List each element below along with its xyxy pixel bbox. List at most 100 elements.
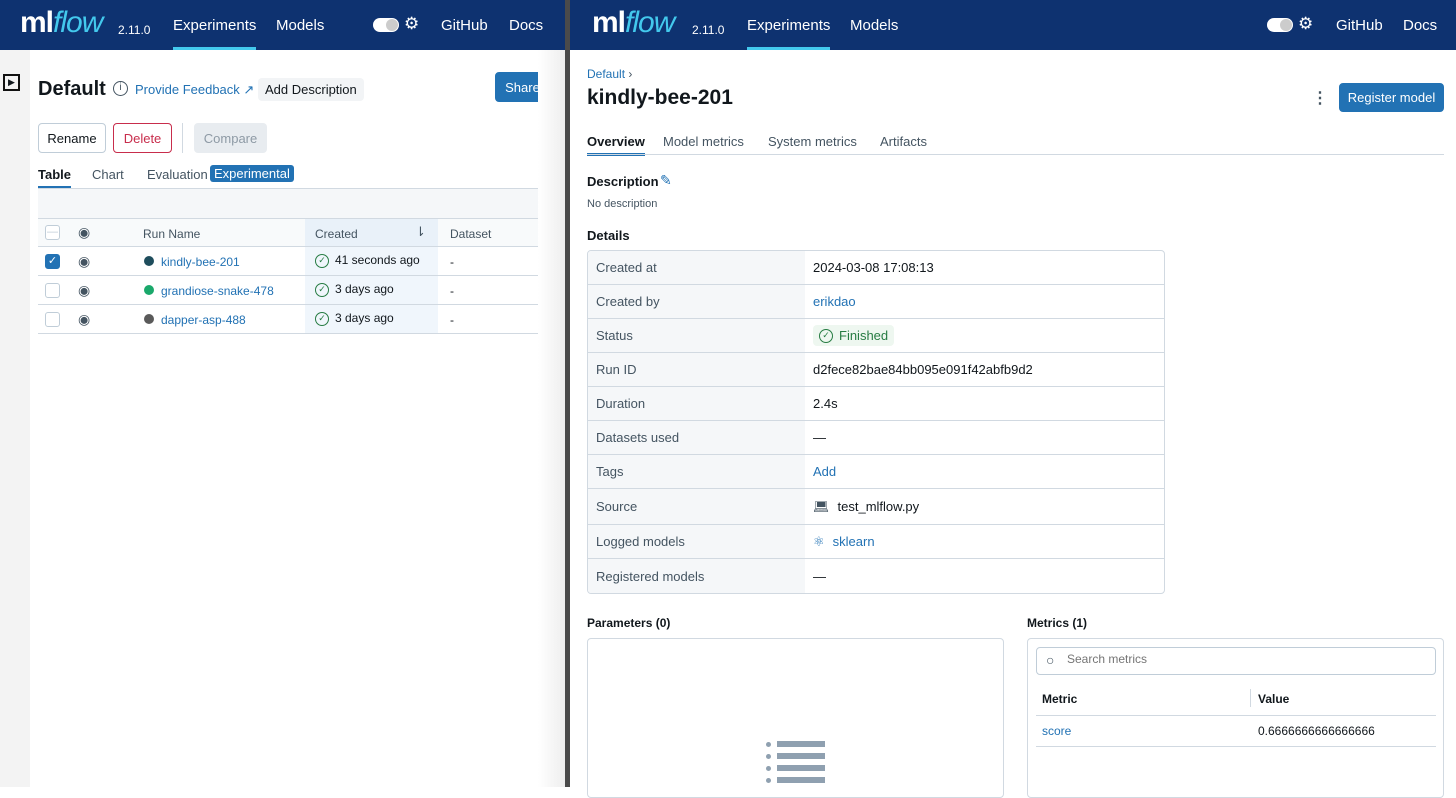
page-title: kindly-bee-201 bbox=[587, 86, 733, 109]
details-value: 2.4s bbox=[813, 396, 838, 411]
details-label: Status bbox=[588, 319, 805, 352]
details-value: ✓ Finished bbox=[805, 324, 895, 347]
eye-icon[interactable]: ◉ bbox=[78, 282, 91, 298]
description-label: Description bbox=[587, 174, 659, 189]
gear-icon[interactable]: ⚙ bbox=[404, 14, 420, 33]
row-checkbox[interactable]: ✓ bbox=[45, 254, 60, 269]
metric-name-link[interactable]: score bbox=[1042, 724, 1072, 738]
pane-shadow bbox=[538, 50, 565, 787]
select-all-checkbox[interactable]: — bbox=[45, 225, 60, 240]
run-name-link[interactable]: dapper-asp-488 bbox=[161, 313, 246, 327]
details-row: Run ID d2fece82bae84bb095e091f42abfb9d2 bbox=[588, 353, 1164, 387]
provide-feedback-link[interactable]: Provide Feedback ↗ bbox=[135, 82, 255, 97]
experiment-pane: mlflow 2.11.0 Experiments Models ⚙ GitHu… bbox=[0, 0, 565, 787]
edit-pencil-icon[interactable]: ✎ bbox=[660, 172, 672, 188]
details-value: 💻︎ test_mlflow.py bbox=[813, 498, 920, 515]
row-divider bbox=[1036, 746, 1436, 747]
details-value: erikdao bbox=[805, 294, 856, 309]
description-text: No description bbox=[587, 198, 658, 210]
info-icon[interactable]: i bbox=[113, 81, 128, 96]
external-link-icon: ↗ bbox=[243, 82, 255, 97]
sidebar bbox=[0, 50, 30, 787]
nav-github[interactable]: GitHub bbox=[1336, 17, 1383, 34]
split-divider[interactable] bbox=[565, 0, 570, 787]
tab-chart[interactable]: Chart bbox=[92, 167, 124, 182]
col-metric: Metric bbox=[1042, 692, 1078, 706]
top-nav: mlflow 2.11.0 Experiments Models ⚙ GitHu… bbox=[570, 0, 1456, 50]
details-link[interactable]: Add bbox=[813, 464, 837, 479]
mlflow-logo[interactable]: mlflow bbox=[20, 6, 103, 39]
run-color-dot[interactable] bbox=[144, 314, 154, 324]
theme-toggle[interactable] bbox=[1267, 18, 1293, 32]
table-row[interactable]: ◉ grandiose-snake-478 ✓ 3 days ago - bbox=[38, 276, 550, 305]
table-header: — ◉ Run Name Created ⇂ Dataset bbox=[38, 218, 550, 247]
details-link[interactable]: erikdao bbox=[813, 294, 856, 309]
eye-icon[interactable]: ◉ bbox=[78, 253, 91, 269]
tab-artifacts[interactable]: Artifacts bbox=[880, 134, 927, 149]
nav-models[interactable]: Models bbox=[850, 17, 899, 34]
details-row: Tags Add bbox=[588, 455, 1164, 489]
tab-evaluation[interactable]: Evaluation bbox=[147, 167, 208, 182]
chevron-right-icon: › bbox=[628, 67, 633, 81]
register-model-button[interactable]: Register model bbox=[1339, 83, 1444, 112]
details-row: Duration 2.4s bbox=[588, 387, 1164, 421]
table-row[interactable]: ✓ ◉ kindly-bee-201 ✓ 41 seconds ago - bbox=[38, 247, 550, 276]
gear-icon[interactable]: ⚙ bbox=[1298, 14, 1314, 33]
details-value: — bbox=[813, 568, 826, 584]
parameters-panel bbox=[587, 638, 1004, 798]
details-label: Source bbox=[588, 489, 805, 524]
search-metrics-field[interactable] bbox=[1067, 652, 1427, 666]
nav-docs[interactable]: Docs bbox=[509, 17, 544, 34]
search-metrics-input[interactable]: ○ bbox=[1036, 647, 1436, 675]
details-row: Logged models ⚛ sklearn bbox=[588, 525, 1164, 559]
nav-models[interactable]: Models bbox=[276, 17, 325, 34]
laptop-icon: 💻︎ bbox=[813, 498, 830, 514]
nav-experiments[interactable]: Experiments bbox=[173, 17, 257, 50]
details-value: ⚛ sklearn bbox=[805, 534, 875, 550]
tab-overview[interactable]: Overview bbox=[587, 134, 645, 156]
tab-table[interactable]: Table bbox=[38, 167, 71, 189]
eye-icon[interactable]: ◉ bbox=[78, 224, 91, 240]
col-created[interactable]: Created ⇂ bbox=[305, 219, 438, 246]
run-color-dot[interactable] bbox=[144, 256, 154, 266]
details-label: Logged models bbox=[588, 525, 805, 558]
created-cell: ✓ 3 days ago bbox=[305, 305, 438, 333]
compare-button[interactable]: Compare bbox=[194, 123, 267, 153]
row-checkbox[interactable] bbox=[45, 283, 60, 298]
theme-toggle[interactable] bbox=[373, 18, 399, 32]
row-checkbox[interactable] bbox=[45, 312, 60, 327]
top-nav: mlflow 2.11.0 Experiments Models ⚙ GitHu… bbox=[0, 0, 565, 50]
expand-sidebar-icon[interactable]: ▶ bbox=[3, 74, 20, 91]
sort-icon[interactable]: ⇂ bbox=[415, 224, 426, 239]
dataset-cell: - bbox=[450, 313, 454, 327]
header-divider bbox=[1036, 715, 1436, 716]
mlflow-logo[interactable]: mlflow bbox=[592, 6, 675, 39]
nav-experiments[interactable]: Experiments bbox=[747, 17, 831, 50]
nav-github[interactable]: GitHub bbox=[441, 17, 488, 34]
run-name-link[interactable]: kindly-bee-201 bbox=[161, 255, 240, 269]
tab-model-metrics[interactable]: Model metrics bbox=[663, 134, 744, 149]
details-row: Created by erikdao bbox=[588, 285, 1164, 319]
run-color-dot[interactable] bbox=[144, 285, 154, 295]
run-name-link[interactable]: grandiose-snake-478 bbox=[161, 284, 274, 298]
col-run-name[interactable]: Run Name bbox=[143, 227, 201, 241]
col-divider bbox=[1250, 689, 1251, 707]
nav-docs[interactable]: Docs bbox=[1403, 17, 1438, 34]
eye-icon[interactable]: ◉ bbox=[78, 311, 91, 327]
details-row: Registered models — bbox=[588, 559, 1164, 593]
tabs-divider bbox=[38, 188, 550, 189]
table-row[interactable]: ◉ dapper-asp-488 ✓ 3 days ago - bbox=[38, 305, 550, 334]
dataset-cell: - bbox=[450, 255, 454, 269]
metrics-panel: ○ Metric Value score 0.6666666666666666 bbox=[1027, 638, 1444, 798]
delete-button[interactable]: Delete bbox=[113, 123, 172, 153]
rename-button[interactable]: Rename bbox=[38, 123, 106, 153]
breadcrumb[interactable]: Default › bbox=[587, 67, 633, 81]
add-description-button[interactable]: Add Description bbox=[258, 78, 364, 101]
col-dataset[interactable]: Dataset bbox=[450, 227, 492, 241]
tab-system-metrics[interactable]: System metrics bbox=[768, 134, 857, 149]
details-row: Created at 2024-03-08 17:08:13 bbox=[588, 251, 1164, 285]
logged-model-link[interactable]: sklearn bbox=[832, 534, 875, 549]
details-label: Duration bbox=[588, 387, 805, 420]
kebab-menu-icon[interactable]: ⋮ bbox=[1312, 90, 1328, 107]
details-label: Run ID bbox=[588, 353, 805, 386]
